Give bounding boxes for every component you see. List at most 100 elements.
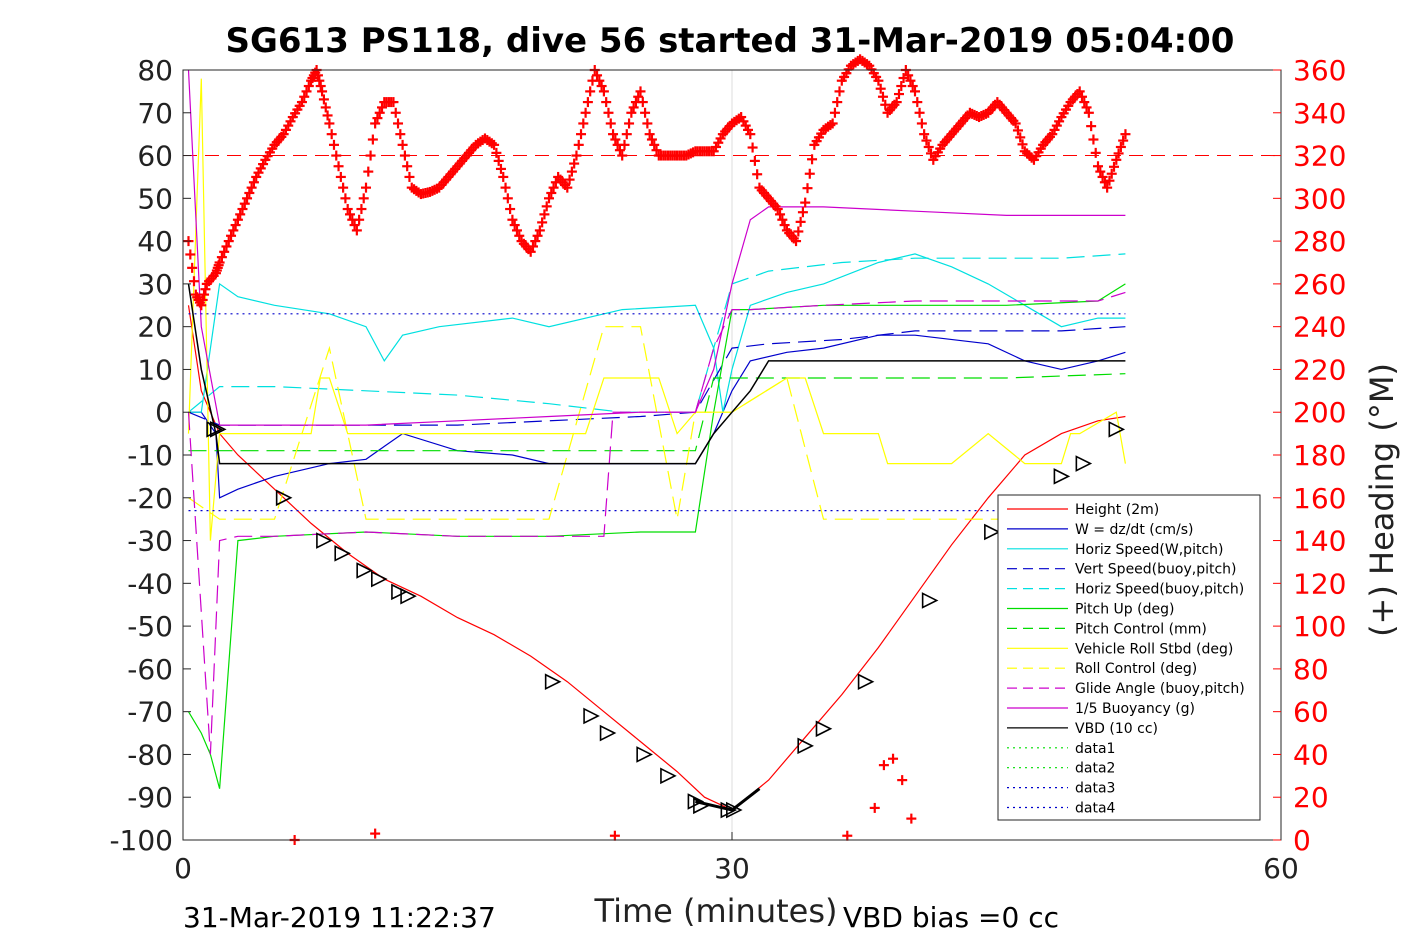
triangle-marker <box>857 673 875 691</box>
heading-point <box>489 139 500 150</box>
y2-tick-label: 0 <box>1293 824 1311 857</box>
y-axis-right: 3603403203002802602402202001801601401201… <box>1273 54 1346 857</box>
y-tick-label: 40 <box>137 225 173 258</box>
heading-point <box>605 118 616 129</box>
heading-point <box>598 86 609 97</box>
heading-point <box>301 86 312 97</box>
legend-label-14: data3 <box>1075 781 1115 797</box>
y-tick-label: 10 <box>137 353 173 386</box>
heading-point <box>299 91 310 102</box>
heading-point <box>534 225 545 236</box>
heading-point <box>331 150 342 161</box>
heading-point <box>635 86 646 97</box>
triangle-marker <box>356 562 373 579</box>
heading-point <box>1115 142 1126 152</box>
triangle-marker <box>687 793 705 810</box>
heading-point <box>303 81 314 92</box>
heading-series <box>183 54 1131 845</box>
heading-point <box>893 89 904 100</box>
heading-point <box>649 139 660 150</box>
heading-point <box>363 166 374 177</box>
x-axis-label: Time (minutes) <box>594 892 838 930</box>
heading-point <box>578 118 589 129</box>
heading-point <box>242 193 253 204</box>
heading-point <box>548 182 559 193</box>
heading-point <box>367 134 378 145</box>
heading-point <box>916 118 927 129</box>
heading-point <box>200 284 211 295</box>
apogee-segment <box>695 787 761 812</box>
heading-point <box>797 207 808 218</box>
y-tick-label: -20 <box>127 482 173 515</box>
heading-point <box>624 118 635 129</box>
y2-tick-label: 140 <box>1293 525 1346 558</box>
heading-point <box>791 236 802 247</box>
series-line-4 <box>188 253 1126 413</box>
series-line-0 <box>187 305 1126 811</box>
heading-point <box>779 220 790 231</box>
heading-point <box>633 91 644 102</box>
triangle-marker <box>316 532 333 549</box>
y2-tick-label: 300 <box>1293 182 1346 215</box>
heading-point <box>745 129 756 140</box>
heading-point <box>576 129 587 140</box>
y-tick-label: -40 <box>127 567 173 600</box>
heading-point <box>896 81 907 92</box>
heading-point <box>585 86 596 97</box>
y-tick-label: 50 <box>137 182 173 215</box>
legend-label-10: 1/5 Buoyancy (g) <box>1075 701 1195 717</box>
heading-point <box>582 97 593 108</box>
heading-point <box>1102 182 1113 193</box>
heading-point <box>314 75 325 86</box>
y2-tick-label: 260 <box>1293 268 1346 301</box>
triangle-marker <box>693 797 710 815</box>
heading-point <box>514 230 525 241</box>
y2-tick-label: 180 <box>1293 439 1346 472</box>
y-tick-label: -50 <box>127 610 173 643</box>
heading-point <box>537 217 548 228</box>
heading-point <box>752 169 763 180</box>
heading-point <box>230 220 241 231</box>
heading-point <box>626 107 637 118</box>
y-tick-label: 80 <box>137 54 173 87</box>
heading-point <box>221 241 232 252</box>
heading-point <box>399 150 410 161</box>
legend-label-13: data2 <box>1075 761 1115 777</box>
heading-point <box>1086 121 1097 132</box>
heading-point-bottom <box>609 830 620 841</box>
chart-title: SG613 PS118, dive 56 started 31-Mar-2019… <box>226 21 1235 61</box>
heading-point <box>873 75 884 86</box>
triangle-marker <box>720 801 738 819</box>
triangle-marker <box>583 707 600 725</box>
heading-point <box>608 129 619 140</box>
y-tick-label: -100 <box>109 824 173 857</box>
y2-tick-label: 360 <box>1293 54 1346 87</box>
heading-point <box>196 300 207 311</box>
heading-point <box>507 214 518 225</box>
heading-point <box>580 107 591 118</box>
y2-tick-label: 280 <box>1293 225 1346 258</box>
heading-point <box>637 97 648 108</box>
heading-point <box>324 118 335 129</box>
heading-point <box>358 193 369 204</box>
heading-point <box>544 193 554 204</box>
heading-point <box>829 107 840 118</box>
legend-label-12: data1 <box>1075 741 1115 757</box>
series-line-7 <box>187 78 1126 541</box>
heading-point <box>827 118 838 129</box>
heading-point <box>573 139 584 150</box>
heading-point <box>569 158 580 169</box>
triangle-marker <box>206 421 223 438</box>
heading-point <box>237 204 248 215</box>
heading-point <box>747 142 758 153</box>
heading-point <box>793 226 804 237</box>
heading-point <box>354 214 365 225</box>
heading-point <box>795 216 806 227</box>
heading-point <box>223 236 234 247</box>
heading-point <box>340 193 351 204</box>
heading-point <box>880 99 891 110</box>
heading-point <box>216 252 227 263</box>
y-tick-label: -80 <box>127 738 173 771</box>
heading-point <box>320 102 331 113</box>
heading-point <box>326 129 337 140</box>
